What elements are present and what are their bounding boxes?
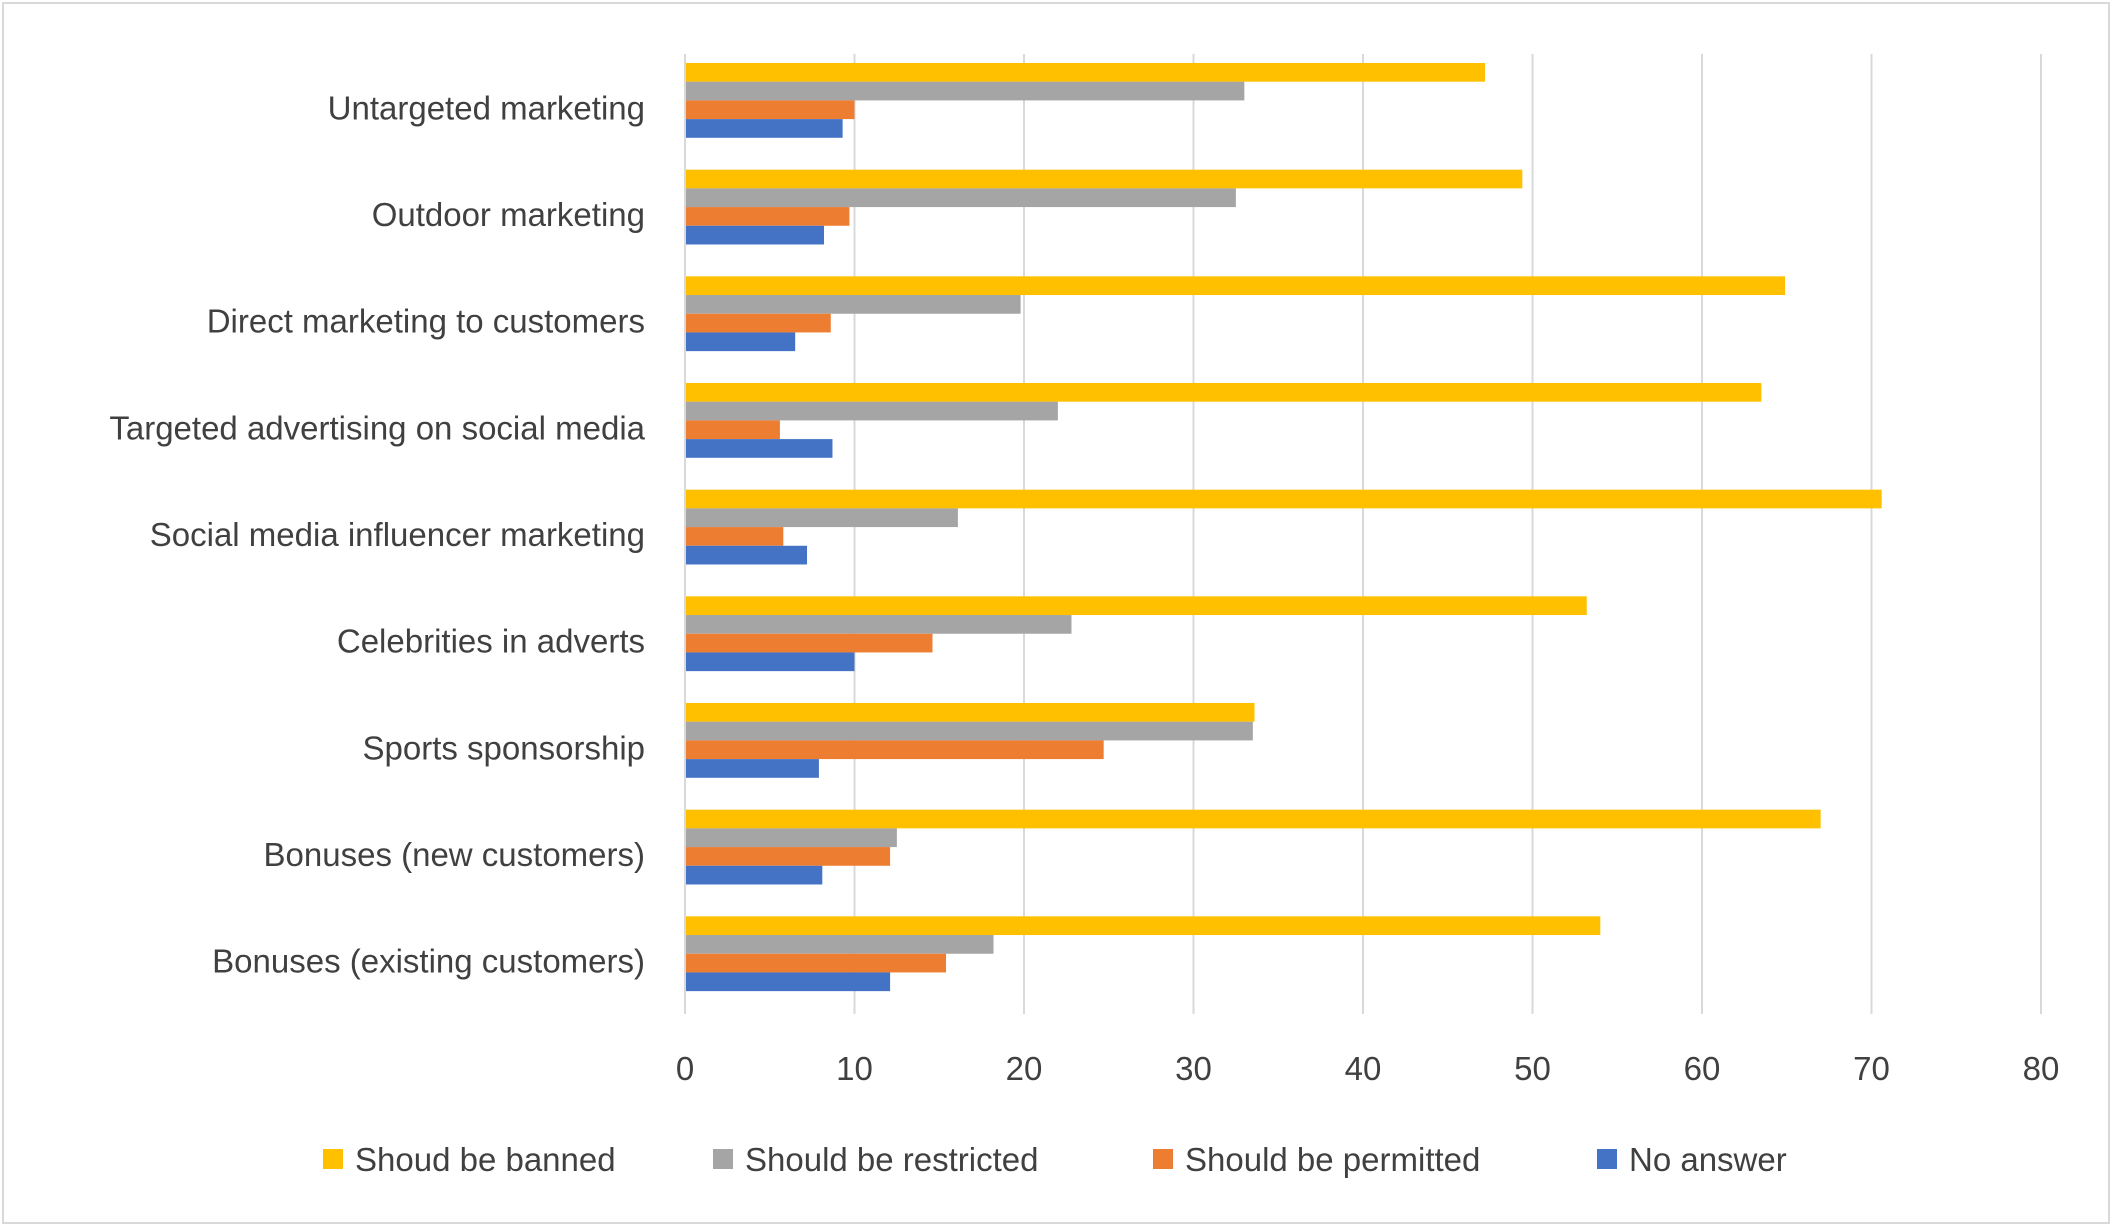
x-tick-label: 40: [1345, 1050, 1382, 1087]
legend-label: No answer: [1629, 1141, 1787, 1178]
bar-should-be-restricted: [685, 401, 1058, 421]
bar-should-be-permitted: [685, 633, 933, 653]
bar-no-answer: [685, 865, 823, 885]
bar-should-be-permitted: [685, 100, 855, 120]
bar-should-be-restricted: [685, 188, 1236, 208]
category-label: Bonuses (existing customers): [212, 943, 645, 980]
x-tick-label: 10: [836, 1050, 873, 1087]
bar-no-answer: [685, 225, 824, 245]
bar-shoud-be-banned: [685, 276, 1786, 296]
legend-swatch: [713, 1149, 733, 1169]
bar-no-answer: [685, 759, 819, 778]
category-label: Direct marketing to customers: [207, 303, 645, 340]
bar-should-be-restricted: [685, 295, 1021, 314]
bar-should-be-restricted: [685, 828, 897, 848]
x-tick-label: 20: [1006, 1050, 1043, 1087]
legend-swatch: [323, 1149, 343, 1169]
bar-shoud-be-banned: [685, 63, 1486, 82]
bar-should-be-restricted: [685, 508, 958, 528]
bar-should-be-permitted: [685, 740, 1104, 760]
bar-should-be-restricted: [685, 615, 1072, 634]
legend-item: No answer: [1597, 1141, 1787, 1178]
legend-label: Should be permitted: [1185, 1141, 1480, 1178]
bar-should-be-permitted: [685, 420, 780, 440]
legend-label: Shoud be banned: [355, 1141, 616, 1178]
category-label: Bonuses (new customers): [264, 836, 645, 873]
legend-item: Shoud be banned: [323, 1141, 616, 1178]
bar-should-be-restricted: [685, 935, 994, 954]
bar-should-be-permitted: [685, 953, 947, 973]
category-label: Sports sponsorship: [363, 729, 645, 766]
x-tick-label: 0: [676, 1050, 694, 1087]
x-tick-label: 30: [1175, 1050, 1212, 1087]
x-tick-label: 60: [1684, 1050, 1721, 1087]
bar-shoud-be-banned: [685, 383, 1762, 402]
bar-shoud-be-banned: [685, 596, 1587, 616]
legend-item: Should be restricted: [713, 1141, 1039, 1178]
legend-label: Should be restricted: [745, 1141, 1039, 1178]
category-label: Celebrities in adverts: [337, 623, 645, 660]
x-tick-label: 80: [2023, 1050, 2060, 1087]
bar-should-be-restricted: [685, 721, 1253, 741]
category-label: Untargeted marketing: [328, 89, 645, 126]
bar-no-answer: [685, 972, 891, 992]
category-label: Social media influencer marketing: [150, 516, 645, 553]
bar-should-be-permitted: [685, 207, 850, 226]
bar-no-answer: [685, 545, 808, 565]
legend-swatch: [1597, 1149, 1617, 1169]
category-label: Outdoor marketing: [372, 196, 645, 233]
bar-should-be-permitted: [685, 527, 784, 546]
x-tick-label: 50: [1514, 1050, 1551, 1087]
bar-should-be-restricted: [685, 81, 1245, 101]
bar-should-be-permitted: [685, 847, 891, 866]
category-label: Targeted advertising on social media: [109, 409, 645, 446]
bar-no-answer: [685, 439, 833, 458]
bar-no-answer: [685, 332, 796, 352]
legend-swatch: [1153, 1149, 1173, 1169]
bar-shoud-be-banned: [685, 489, 1882, 509]
bar-should-be-permitted: [685, 313, 831, 333]
bar-shoud-be-banned: [685, 703, 1255, 722]
x-tick-label: 70: [1853, 1050, 1890, 1087]
bar-shoud-be-banned: [685, 809, 1821, 829]
bar-shoud-be-banned: [685, 916, 1601, 936]
bar-shoud-be-banned: [685, 169, 1523, 189]
bar-no-answer: [685, 652, 855, 672]
legend-item: Should be permitted: [1153, 1141, 1480, 1178]
bar-no-answer: [685, 119, 843, 138]
